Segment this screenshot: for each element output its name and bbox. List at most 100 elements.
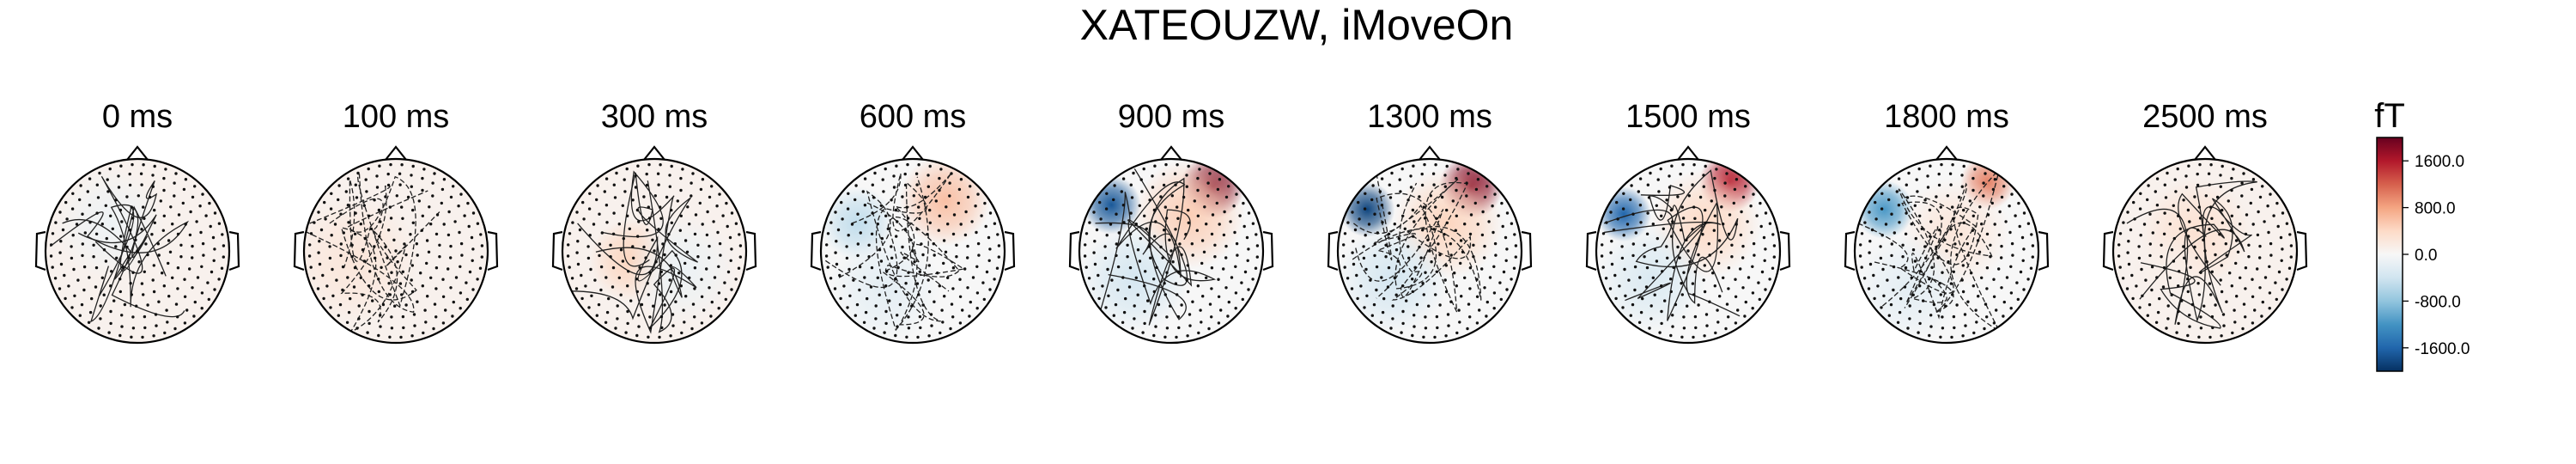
panel-time-label: 300 ms [601, 99, 708, 135]
left-ear-shape [293, 230, 305, 272]
colorbar-tick-label: 800.0 [2415, 200, 2456, 218]
right-ear-shape [2296, 230, 2308, 272]
head-outline [2111, 157, 2299, 345]
colorbar-tick-label: 0.0 [2415, 247, 2437, 265]
colorbar-tick-label: -1600.0 [2415, 340, 2470, 358]
contour-line [851, 172, 952, 326]
colorbar-gradient [2376, 137, 2403, 372]
sensor-dots [2117, 162, 2293, 339]
nose-shape [1677, 145, 1699, 161]
figure-title: XATEOUZW, iMoveOn [1080, 1, 1514, 49]
right-ear-shape [1004, 230, 1016, 272]
field-blobs [1079, 159, 1245, 334]
sensor-dots [49, 162, 226, 339]
left-ear-shape [1585, 230, 1597, 272]
left-ear-shape [1068, 230, 1080, 272]
contour-lines [1857, 167, 2001, 333]
panel-time-label: 1300 ms [1367, 99, 1492, 135]
topomap-panel: 1300 ms [1327, 99, 1533, 345]
contour-line [50, 204, 190, 318]
right-ear-shape [487, 230, 499, 272]
nose-shape [1935, 145, 1958, 161]
head-outline [561, 157, 748, 345]
head-outline [1853, 157, 2040, 345]
nose-shape [126, 145, 149, 161]
field-blob [1596, 223, 1707, 334]
left-ear-shape [810, 230, 822, 272]
sensor-dots [307, 162, 484, 339]
contour-line [1097, 192, 1217, 321]
left-ear-shape [34, 230, 46, 272]
right-ear-shape [2038, 230, 2050, 272]
sensor-dots [566, 162, 743, 339]
contour-line [1353, 179, 1459, 299]
contour-line [1881, 182, 1977, 320]
colorbar-tick-label: -800.0 [2415, 293, 2461, 311]
contour-line [2140, 192, 2225, 329]
panel-time-label: 1500 ms [1625, 99, 1751, 135]
sensor-dots [1341, 162, 1518, 339]
contour-line [77, 205, 167, 323]
sensor-dots [1600, 162, 1777, 339]
right-ear-shape [1521, 230, 1533, 272]
head-outline [1336, 157, 1523, 345]
contour-line [1108, 177, 1193, 326]
contour-lines [2126, 180, 2257, 329]
topomap-panel: 100 ms [293, 99, 499, 345]
nose-shape [902, 145, 924, 161]
right-ear-shape [1779, 230, 1791, 272]
right-ear-shape [228, 230, 240, 272]
left-ear-shape [1844, 230, 1856, 272]
sensor-dots [1858, 162, 2035, 339]
nose-shape [1419, 145, 1441, 161]
head-outline [1078, 157, 1265, 345]
contour-line [1625, 185, 1706, 302]
contour-line [329, 198, 440, 334]
field-blob [1338, 223, 1449, 334]
head-outline [1595, 157, 1782, 345]
field-blobs [304, 195, 419, 325]
contour-line [1352, 182, 1482, 301]
contour-lines [304, 174, 440, 334]
nose-shape [385, 145, 407, 161]
contour-line [1095, 168, 1188, 286]
contour-line [1604, 200, 1723, 321]
nose-shape [643, 145, 665, 161]
contour-line [1874, 167, 2001, 333]
head-outline [302, 157, 489, 345]
field-blob [1079, 223, 1190, 334]
topomap-panel: 1800 ms [1844, 99, 2050, 345]
left-ear-shape [551, 230, 563, 272]
contour-line [838, 176, 941, 332]
sensor-dots [1083, 162, 1260, 339]
contour-lines [824, 172, 966, 332]
field-blob [54, 168, 166, 279]
panel-time-label: 1800 ms [1884, 99, 2009, 135]
contour-line [568, 172, 698, 321]
colorbar: fT 1600.0 800.0 0.0 -800.0 -1600.0 [2374, 97, 2470, 372]
panel-time-label: 100 ms [343, 99, 450, 135]
sensor-dots [824, 162, 1001, 339]
field-blob [304, 195, 419, 325]
topomap-panel: 900 ms [1068, 99, 1274, 345]
contour-lines [1603, 169, 1741, 321]
head-outline [819, 157, 1006, 345]
panel-time-label: 2500 ms [2142, 99, 2268, 135]
topomap-panel: 0 ms [34, 99, 240, 345]
nose-shape [1160, 145, 1182, 161]
topomap-panel: 600 ms [810, 99, 1016, 345]
colorbar-unit-label: fT [2374, 97, 2405, 135]
topomap-panels: 0 ms 100 ms 300 ms 600 ms 900 ms 1300 ms 1500 … [34, 99, 2308, 345]
contour-line [309, 179, 398, 323]
contour-line [2139, 198, 2252, 300]
contour-line [1603, 169, 1741, 317]
panel-time-label: 600 ms [860, 99, 967, 135]
topomap-panel: 300 ms [551, 99, 757, 345]
left-ear-shape [2102, 230, 2114, 272]
nose-shape [2194, 145, 2216, 161]
colorbar-tick-label: 1600.0 [2415, 153, 2464, 171]
right-ear-shape [1262, 230, 1274, 272]
head-outline [44, 157, 231, 345]
contour-line [595, 170, 697, 334]
contour-line [2126, 180, 2257, 325]
